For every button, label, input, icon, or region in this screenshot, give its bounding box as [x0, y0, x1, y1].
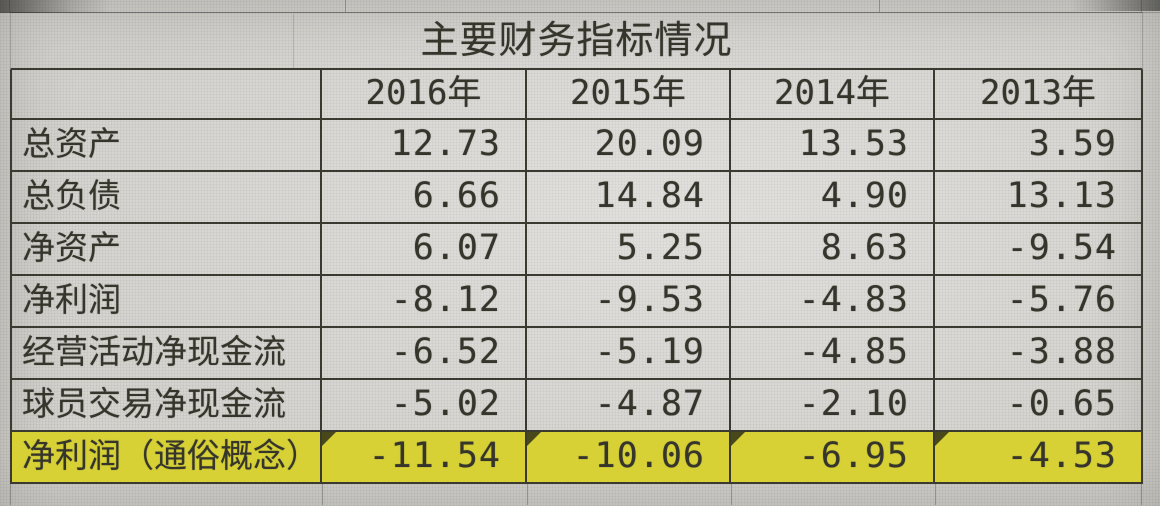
gridline-tick: [1141, 484, 1142, 505]
table-cell: -5.76: [935, 276, 1143, 328]
table-cell: 6.66: [322, 172, 527, 224]
table-cell: -4.85: [731, 328, 935, 380]
row-label-operating-net-cash-flow: 经营活动净现金流: [10, 328, 322, 380]
table-cell-highlighted: -11.54: [322, 432, 527, 484]
table-cell-highlighted: -6.95: [731, 432, 935, 484]
column-header-2015: 2015年: [527, 70, 731, 120]
table-cell: -4.87: [527, 380, 731, 432]
row-label-total-liabilities: 总负债: [10, 172, 322, 224]
row-label-net-profit-common-concept: 净利润（通俗概念）: [10, 432, 322, 484]
corner-header-cell: [10, 70, 322, 120]
gridline-tick: [731, 484, 732, 505]
table-cell: -5.19: [527, 328, 731, 380]
table-cell: -3.88: [935, 328, 1143, 380]
table-cell-highlighted: -4.53: [935, 432, 1143, 484]
table-cell: 3.59: [935, 120, 1143, 172]
table-cell: -9.53: [527, 276, 731, 328]
table-cell: -4.83: [731, 276, 935, 328]
table-cell: -6.52: [322, 328, 527, 380]
gridline-tick: [935, 484, 936, 505]
gridline-tick: [9, 0, 10, 12]
financial-indicators-table: 主要财务指标情况 2016年 2015年 2014年 2013年 总资产 12.…: [10, 12, 1143, 484]
table-cell: 5.25: [527, 224, 731, 276]
gridline-tick: [1141, 0, 1142, 12]
row-label-total-assets: 总资产: [10, 120, 322, 172]
row-label-net-profit: 净利润: [10, 276, 322, 328]
gridline-tick: [345, 0, 346, 12]
table-cell: 8.63: [731, 224, 935, 276]
gridline-tick: [322, 484, 323, 505]
table-cell: -0.65: [935, 380, 1143, 432]
table-cell: 6.07: [322, 224, 527, 276]
table-cell-highlighted: -10.06: [527, 432, 731, 484]
table-cell: -2.10: [731, 380, 935, 432]
table-cell: 4.90: [731, 172, 935, 224]
row-label-net-assets: 净资产: [10, 224, 322, 276]
gridline-tick: [527, 484, 528, 505]
photo-shadow-top-right: [1070, 0, 1160, 11]
column-header-2013: 2013年: [935, 70, 1143, 120]
table-cell: -5.02: [322, 380, 527, 432]
column-header-2014: 2014年: [731, 70, 935, 120]
table-title: 主要财务指标情况: [10, 12, 1143, 70]
table-cell: 13.53: [731, 120, 935, 172]
table-cell: -8.12: [322, 276, 527, 328]
table-cell: 14.84: [527, 172, 731, 224]
row-label-player-trading-net-cash-flow: 球员交易净现金流: [10, 380, 322, 432]
column-header-2016: 2016年: [322, 70, 527, 120]
gridline-tick: [879, 0, 880, 12]
gridline-horizontal: [0, 12, 1160, 13]
table-cell: -9.54: [935, 224, 1143, 276]
gridline-tick: [10, 484, 11, 505]
gridline-vertical-faint: [293, 14, 294, 70]
table-cell: 12.73: [322, 120, 527, 172]
table-cell: 13.13: [935, 172, 1143, 224]
table-cell: 20.09: [527, 120, 731, 172]
